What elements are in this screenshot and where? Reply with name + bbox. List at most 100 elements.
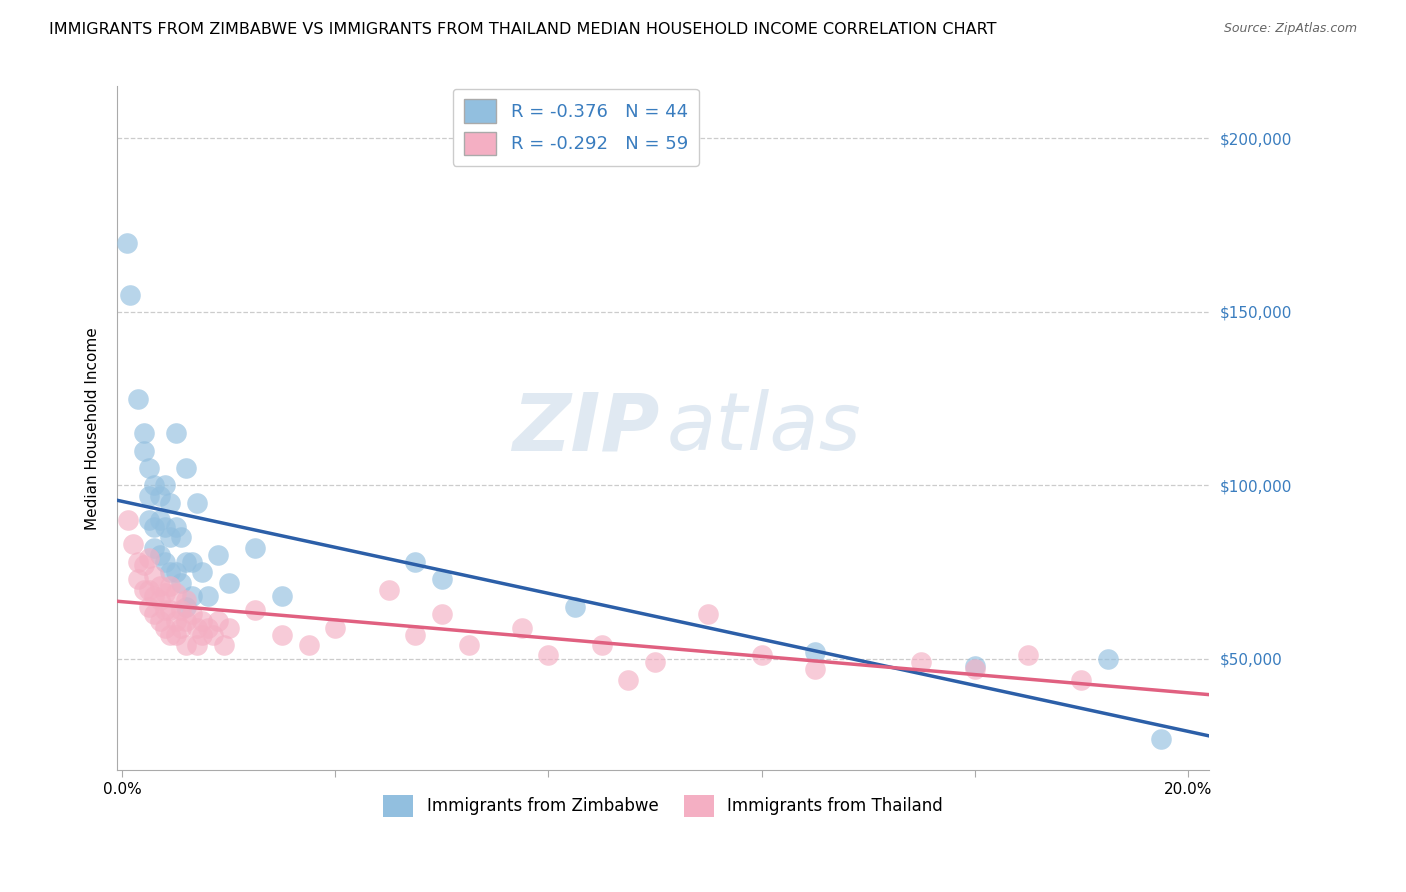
Point xyxy=(159,603,181,617)
Point xyxy=(298,638,321,652)
Point xyxy=(138,461,160,475)
Point xyxy=(430,607,453,621)
Point xyxy=(170,575,193,590)
Point xyxy=(186,496,208,510)
Point xyxy=(120,287,142,301)
Point xyxy=(191,614,214,628)
Point xyxy=(271,590,294,604)
Point xyxy=(404,555,426,569)
Point xyxy=(245,541,267,555)
Point xyxy=(159,628,181,642)
Point xyxy=(153,621,176,635)
Legend: Immigrants from Zimbabwe, Immigrants from Thailand: Immigrants from Zimbabwe, Immigrants fro… xyxy=(377,789,949,823)
Point xyxy=(1097,652,1119,666)
Point xyxy=(149,548,172,562)
Point xyxy=(127,392,149,406)
Point xyxy=(174,599,197,614)
Point xyxy=(149,614,172,628)
Text: ZIP: ZIP xyxy=(512,389,659,467)
Point xyxy=(117,513,139,527)
Point xyxy=(165,520,187,534)
Point xyxy=(159,496,181,510)
Point xyxy=(165,565,187,579)
Point xyxy=(271,628,294,642)
Point xyxy=(191,628,214,642)
Point xyxy=(910,656,932,670)
Point xyxy=(127,555,149,569)
Y-axis label: Median Household Income: Median Household Income xyxy=(86,326,100,530)
Point xyxy=(165,614,187,628)
Point xyxy=(510,621,533,635)
Point xyxy=(143,607,166,621)
Point xyxy=(804,662,827,676)
Point xyxy=(377,582,399,597)
Text: Source: ZipAtlas.com: Source: ZipAtlas.com xyxy=(1223,22,1357,36)
Point xyxy=(138,513,160,527)
Point xyxy=(1070,673,1092,687)
Point xyxy=(591,638,613,652)
Point xyxy=(127,572,149,586)
Text: atlas: atlas xyxy=(666,389,860,467)
Point xyxy=(174,638,197,652)
Point xyxy=(170,531,193,545)
Point xyxy=(174,461,197,475)
Point xyxy=(1017,648,1039,663)
Point xyxy=(174,614,197,628)
Point xyxy=(170,603,193,617)
Point xyxy=(186,638,208,652)
Point xyxy=(804,645,827,659)
Point xyxy=(165,426,187,441)
Point xyxy=(143,590,166,604)
Text: IMMIGRANTS FROM ZIMBABWE VS IMMIGRANTS FROM THAILAND MEDIAN HOUSEHOLD INCOME COR: IMMIGRANTS FROM ZIMBABWE VS IMMIGRANTS F… xyxy=(49,22,997,37)
Point xyxy=(132,443,155,458)
Point xyxy=(153,478,176,492)
Point xyxy=(197,621,219,635)
Point xyxy=(159,579,181,593)
Point xyxy=(218,621,240,635)
Point xyxy=(617,673,640,687)
Point xyxy=(325,621,347,635)
Point xyxy=(174,593,197,607)
Point xyxy=(201,628,224,642)
Point xyxy=(165,586,187,600)
Point xyxy=(430,572,453,586)
Point xyxy=(122,537,145,551)
Point xyxy=(143,568,166,582)
Point xyxy=(138,551,160,566)
Point xyxy=(207,614,229,628)
Point xyxy=(149,579,172,593)
Point xyxy=(143,520,166,534)
Point xyxy=(115,235,138,250)
Point xyxy=(404,628,426,642)
Point xyxy=(697,607,720,621)
Point xyxy=(159,565,181,579)
Point xyxy=(138,489,160,503)
Point xyxy=(186,621,208,635)
Point xyxy=(149,489,172,503)
Point xyxy=(143,541,166,555)
Point xyxy=(132,558,155,573)
Point xyxy=(245,603,267,617)
Point xyxy=(143,478,166,492)
Point xyxy=(165,628,187,642)
Point xyxy=(963,662,986,676)
Point xyxy=(149,593,172,607)
Point xyxy=(457,638,479,652)
Point xyxy=(207,548,229,562)
Point xyxy=(153,603,176,617)
Point xyxy=(153,520,176,534)
Point xyxy=(159,531,181,545)
Point xyxy=(180,555,202,569)
Point xyxy=(644,656,666,670)
Point xyxy=(153,586,176,600)
Point xyxy=(197,590,219,604)
Point xyxy=(132,426,155,441)
Point xyxy=(174,555,197,569)
Point xyxy=(170,621,193,635)
Point xyxy=(963,659,986,673)
Point xyxy=(218,575,240,590)
Point xyxy=(138,599,160,614)
Point xyxy=(191,565,214,579)
Point xyxy=(138,582,160,597)
Point xyxy=(1150,731,1173,746)
